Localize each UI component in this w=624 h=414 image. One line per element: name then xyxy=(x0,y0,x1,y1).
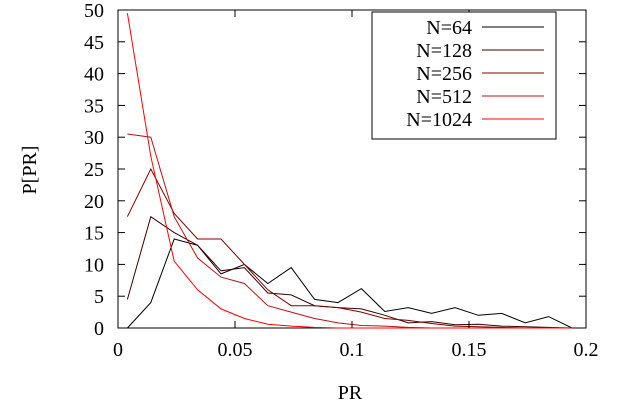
y-tick-label: 0 xyxy=(94,318,104,340)
y-tick-label: 15 xyxy=(84,223,104,245)
x-tick-label: 0 xyxy=(113,339,123,361)
legend-box xyxy=(371,11,557,140)
y-tick-label: 45 xyxy=(84,32,104,54)
x-tick-label: 0.05 xyxy=(218,339,253,361)
y-tick-label: 50 xyxy=(84,0,104,22)
y-tick-label: 5 xyxy=(94,286,104,308)
axis-ticks: 0 0.05 0.1 0.15 0.2 0 5 10 15 20 25 30 35 40 45 50 xyxy=(84,0,599,361)
legend-label: N=128 xyxy=(416,40,472,62)
y-tick-label: 35 xyxy=(84,95,104,117)
x-tick-label: 0.15 xyxy=(452,339,487,361)
y-tick-label: 30 xyxy=(84,127,104,149)
y-tick-label: 10 xyxy=(84,254,104,276)
y-axis-label: P[PR] xyxy=(19,146,41,195)
legend-label: N=256 xyxy=(416,63,472,85)
legend-label: N=512 xyxy=(416,86,472,108)
y-tick-label: 40 xyxy=(84,64,104,86)
series-line-n-1024 xyxy=(126,13,572,329)
y-tick-label: 20 xyxy=(84,191,104,213)
x-tick-label: 0.2 xyxy=(574,339,599,361)
series-line-n-512 xyxy=(127,133,572,329)
x-axis-label: PR xyxy=(338,382,363,404)
series-line-n-128 xyxy=(126,215,573,329)
y-tick-label: 25 xyxy=(84,159,104,181)
legend-label: N=64 xyxy=(426,17,472,39)
legend-label: N=1024 xyxy=(406,109,472,131)
x-tick-label: 0.1 xyxy=(340,339,365,361)
series-line-n-256 xyxy=(126,167,572,329)
